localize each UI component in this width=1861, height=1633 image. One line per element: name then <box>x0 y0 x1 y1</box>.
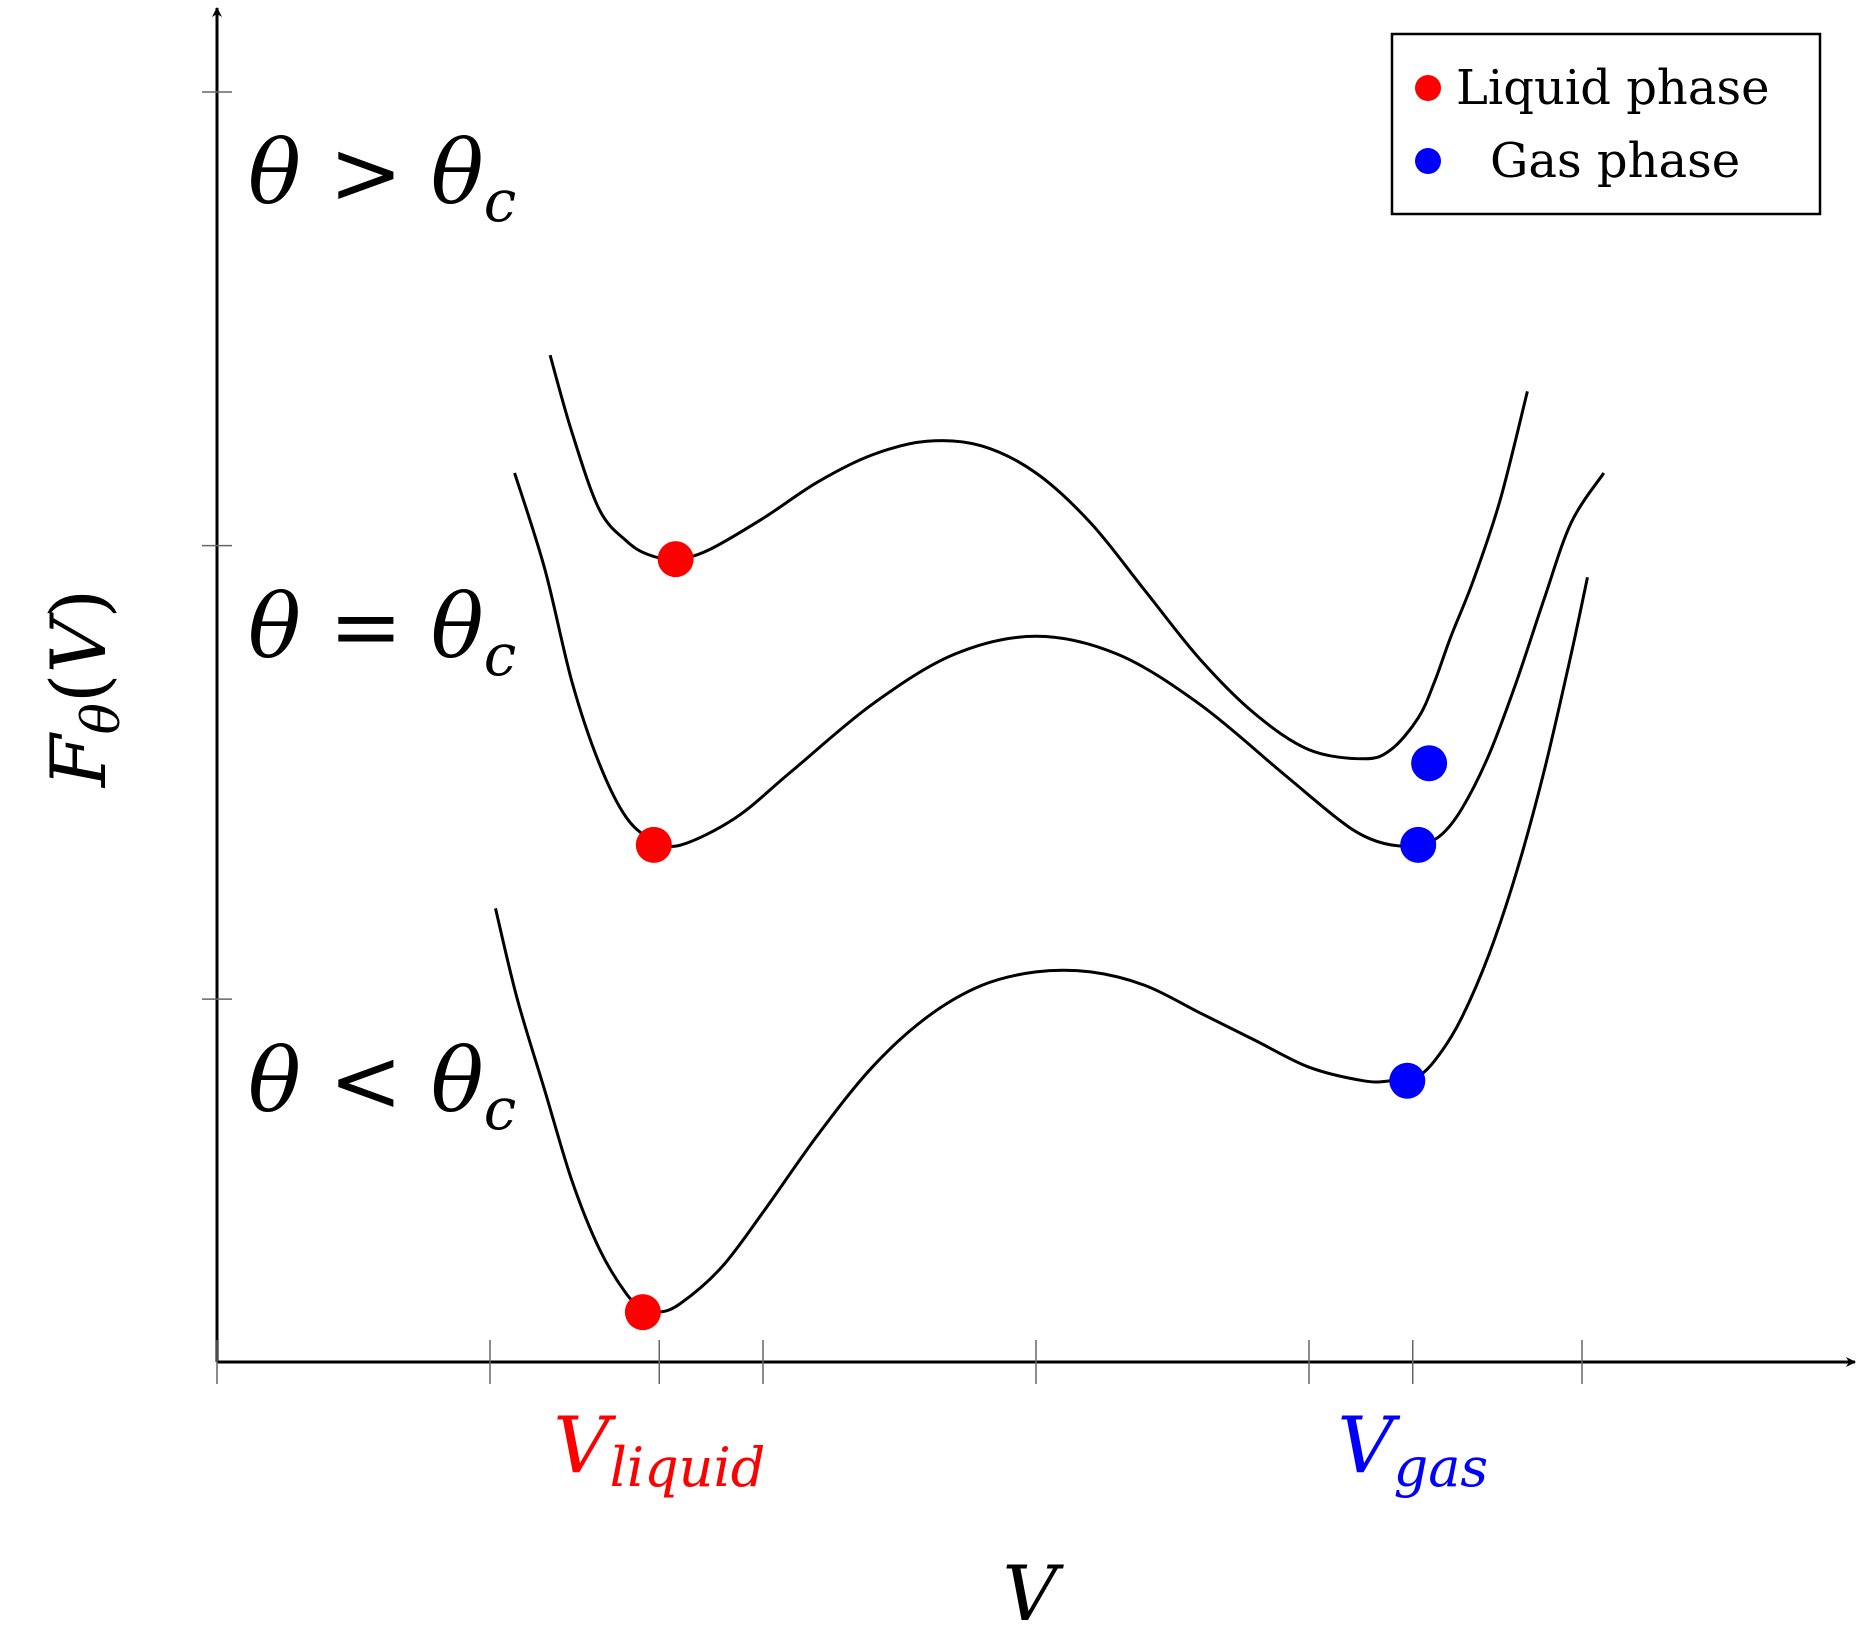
legend-label: Liquid phase <box>1456 60 1770 116</box>
legend-label: Gas phase <box>1490 133 1740 189</box>
liquid-phase-point <box>624 1294 661 1331</box>
y-ticks <box>202 91 232 1000</box>
legend-marker <box>1415 75 1441 101</box>
series-label: θ > θc <box>248 121 516 235</box>
free-energy-curve-2 <box>494 576 1589 1314</box>
x-tick-label: Vliquid <box>553 1401 765 1499</box>
free-energy-curve-1 <box>513 472 1606 848</box>
axes <box>202 7 1856 1384</box>
legend-marker <box>1415 148 1441 174</box>
series-label: θ = θc <box>248 575 516 689</box>
liquid-phase-point <box>657 541 694 578</box>
series-label: θ < θc <box>248 1029 516 1143</box>
x-axis-label: V <box>1003 1549 1065 1633</box>
free-energy-curves <box>494 354 1606 1314</box>
gas-phase-point <box>1389 1062 1426 1099</box>
legend: Liquid phase Gas phase <box>1390 32 1822 216</box>
series-labels: θ > θc θ = θc θ < θc <box>248 121 516 1143</box>
y-axis-label: Fθ(V) <box>34 589 132 789</box>
legend-box <box>1390 32 1822 216</box>
free-energy-curve-0 <box>548 354 1529 761</box>
liquid-phase-point <box>635 826 672 863</box>
x-tick-label: Vgas <box>1337 1401 1488 1499</box>
gas-phase-point <box>1411 745 1448 782</box>
gas-phase-point <box>1400 826 1437 863</box>
x-ticks <box>216 1340 1583 1384</box>
phase-points <box>624 541 1448 1331</box>
x-tick-labels: Vliquid Vgas <box>553 1401 1488 1499</box>
